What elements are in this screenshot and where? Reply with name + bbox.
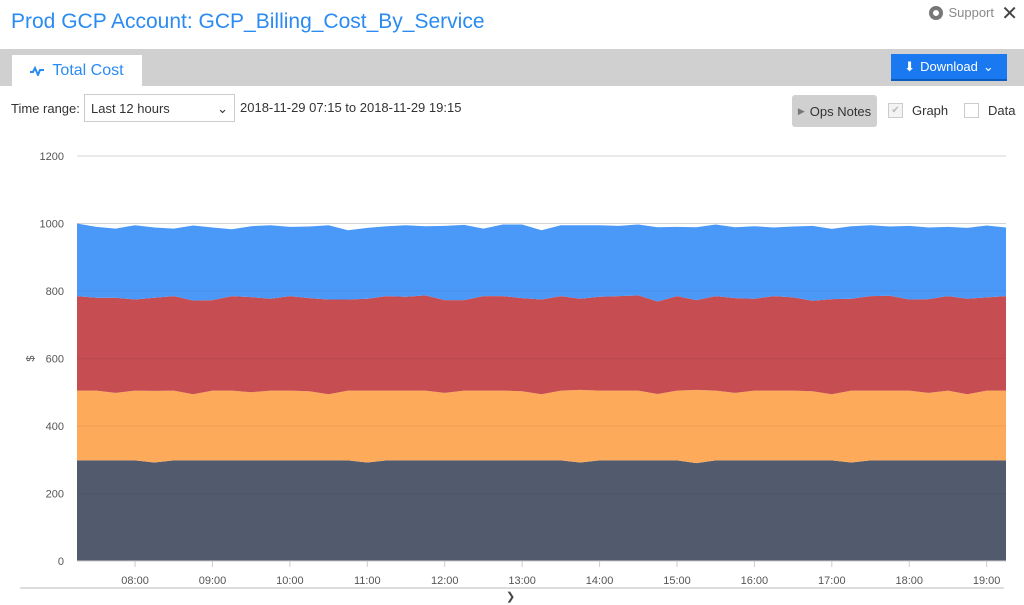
ops-notes-button[interactable]: ▶ Ops Notes	[792, 95, 877, 127]
area-series-3	[77, 223, 1006, 302]
page-title: Prod GCP Account: GCP_Billing_Cost_By_Se…	[11, 10, 485, 33]
caret-right-icon: ▶	[797, 105, 805, 116]
time-range-label: Time range:	[11, 101, 80, 116]
y-tick-label: 0	[58, 556, 64, 568]
support-link[interactable]: Support	[929, 5, 994, 20]
graph-label: Graph	[912, 103, 949, 118]
x-tick-label: 19:00	[973, 575, 1001, 587]
y-tick-label: 400	[46, 421, 64, 433]
y-tick-label: 1200	[40, 151, 64, 163]
graph-icon	[30, 65, 45, 76]
x-tick-label: 09:00	[199, 575, 227, 587]
x-tick-label: 10:00	[276, 575, 304, 587]
download-button[interactable]: ⬇ Download ⌄	[891, 54, 1007, 81]
x-tick-label: 15:00	[663, 575, 691, 587]
download-icon: ⬇	[904, 58, 916, 74]
y-tick-label: 600	[46, 354, 64, 366]
stacked-area-chart: 0 200 400 600 800 1000 1200 $08:00 09:00 10:00 11:…	[20, 151, 1006, 589]
close-icon[interactable]: ✕	[1001, 3, 1018, 25]
support-label: Support	[948, 5, 994, 20]
download-label: Download	[920, 59, 978, 74]
y-tick-label: 200	[46, 489, 64, 501]
area-series-0	[77, 460, 1006, 561]
date-range-text: 2018-11-29 07:15 to 2018-11-29 19:15	[240, 100, 462, 115]
time-range-value: Last 12 hours	[91, 101, 170, 116]
data-checkbox[interactable]: Data	[964, 103, 1015, 118]
x-tick-label: 08:00	[121, 575, 149, 587]
tab-label: Total Cost	[52, 61, 124, 79]
expand-chevron-icon[interactable]: ❯	[506, 591, 516, 603]
check-icon: ✔	[888, 103, 903, 118]
x-tick-label: 11:00	[354, 575, 381, 587]
x-tick-label: 17:00	[818, 575, 846, 587]
checkbox-box	[964, 103, 979, 118]
y-tick-label: 800	[46, 286, 64, 298]
chevron-down-icon: ⌄	[982, 58, 994, 74]
x-tick-label: 16:00	[741, 575, 769, 587]
chevron-down-icon: ⌄	[217, 101, 228, 116]
x-tick-label: 12:00	[431, 575, 459, 587]
x-tick-label: 14:00	[586, 575, 614, 587]
graph-checkbox[interactable]: ✔ Graph	[888, 103, 948, 118]
lifebuoy-icon	[929, 5, 944, 20]
y-tick-label: 1000	[40, 219, 64, 231]
x-tick-label: 18:00	[895, 575, 923, 587]
time-range-select[interactable]: Last 12 hours ⌄	[84, 94, 235, 122]
data-label: Data	[988, 103, 1016, 118]
tab-bar: Total Cost ⬇ Download ⌄	[0, 49, 1024, 86]
x-tick-label: 13:00	[508, 575, 536, 587]
area-series-1	[77, 389, 1006, 464]
tab-total-cost[interactable]: Total Cost	[12, 55, 142, 86]
ops-notes-label: Ops Notes	[809, 103, 872, 119]
y-axis-label: $	[25, 355, 37, 361]
area-series-2	[77, 295, 1006, 395]
